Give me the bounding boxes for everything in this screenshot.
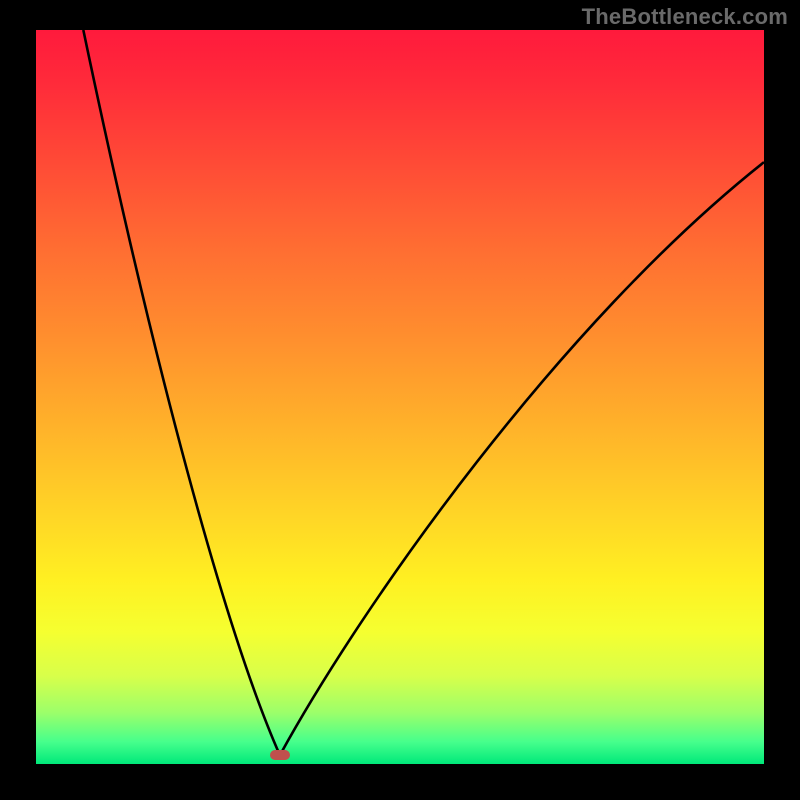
optimum-marker xyxy=(270,750,290,760)
bottleneck-curve xyxy=(36,30,764,764)
plot-area xyxy=(36,30,764,764)
watermark-text: TheBottleneck.com xyxy=(582,4,788,30)
chart-frame: TheBottleneck.com xyxy=(0,0,800,800)
